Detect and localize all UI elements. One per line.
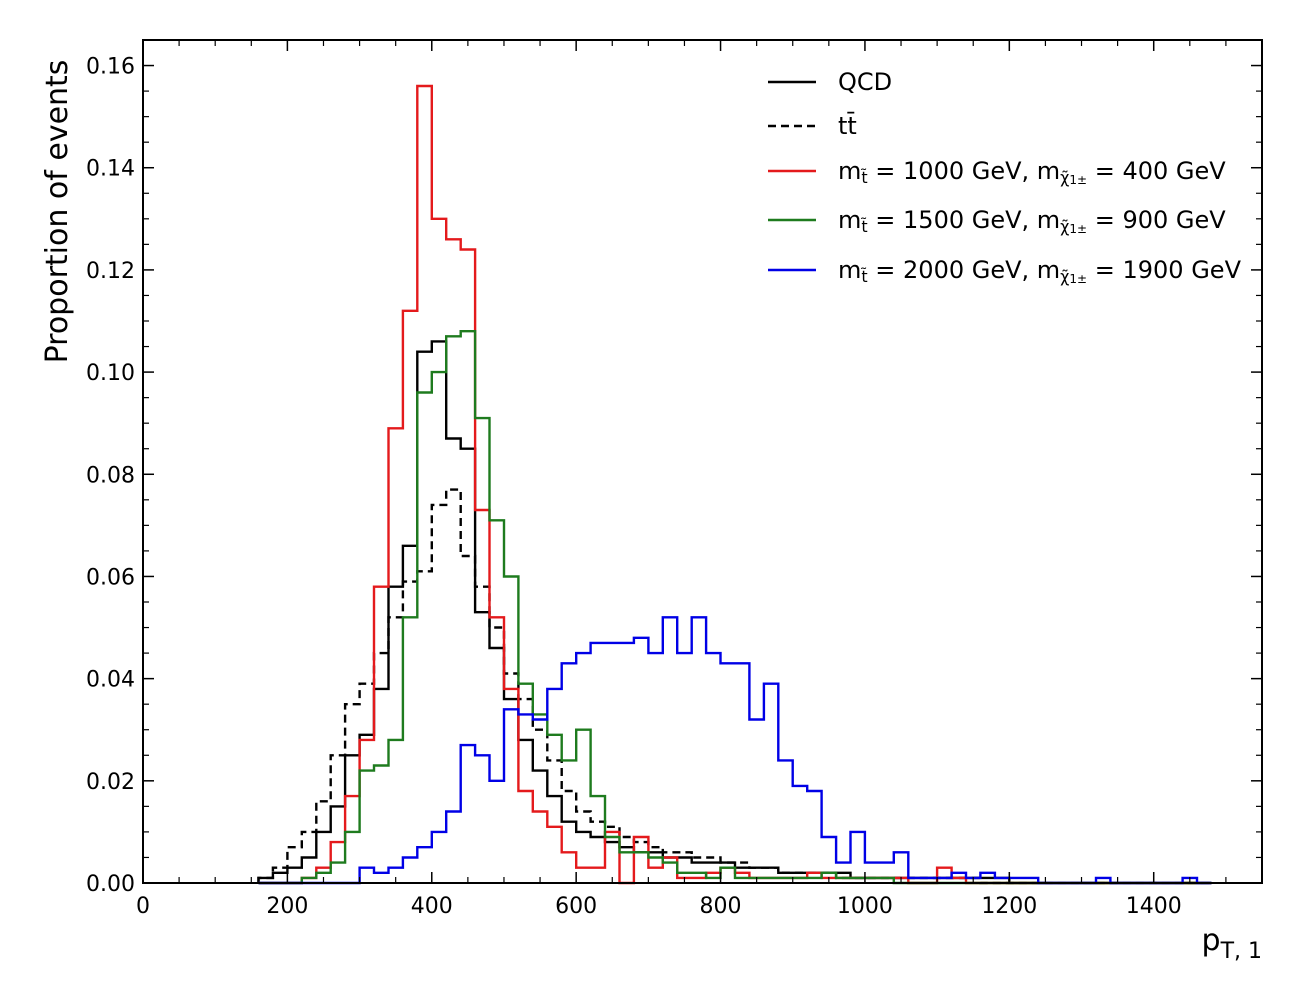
legend-label-2: mt̃ = 1000 GeV, mχ̃1± = 400 GeV [838,157,1226,187]
x-tick-label: 200 [266,894,308,919]
series-layer [257,84,1212,885]
x-tick-label: 1200 [981,894,1037,919]
x-tick-label: 800 [700,894,742,919]
series-line-4 [258,616,1212,885]
y-tick-label: 0.02 [86,770,135,795]
y-tick-labels: 0.00 0.02 0.04 0.06 0.08 0.10 0.12 0.14 0.16 [86,55,135,897]
y-tick-label: 0.00 [86,872,135,897]
x-tick-label: 0 [136,894,150,919]
x-tick-label: 1000 [837,894,893,919]
x-tick-label: 1400 [1126,894,1182,919]
series-line-3 [258,330,1212,885]
legend: QCD tt̄ mt̃ = 1000 GeV, mχ̃1± = 400 GeV mt̃… [768,68,1242,286]
series-line-0 [257,340,1212,885]
legend-label-3: mt̃ = 1500 GeV, mχ̃1± = 900 GeV [838,206,1226,236]
legend-label-4: mt̃ = 2000 GeV, mχ̃1± = 1900 GeV [838,256,1242,286]
series-line-2 [258,84,1212,885]
y-tick-label: 0.04 [86,668,135,693]
y-tick-label: 0.14 [86,157,135,182]
y-tick-label: 0.10 [86,361,135,386]
x-tick-label: 600 [555,894,597,919]
legend-label-1: tt̄ [838,111,857,140]
x-axis-label-main: p [1202,923,1221,958]
y-tick-label: 0.16 [86,55,135,80]
series-line-1 [257,488,1212,885]
y-tick-label: 0.08 [86,463,135,488]
legend-label-0: QCD [838,68,892,96]
x-axis-label-sub: T, 1 [1220,939,1262,964]
y-tick-label: 0.12 [86,259,135,284]
y-tick-label: 0.06 [86,565,135,590]
x-axis-label: pT, 1 [1202,923,1262,964]
y-axis-label: Proportion of events [40,60,75,364]
x-tick-label: 400 [411,894,453,919]
plot-frame [142,39,1263,884]
x-tick-labels: 0 200 400 600 800 1000 1200 1400 [136,894,1182,919]
